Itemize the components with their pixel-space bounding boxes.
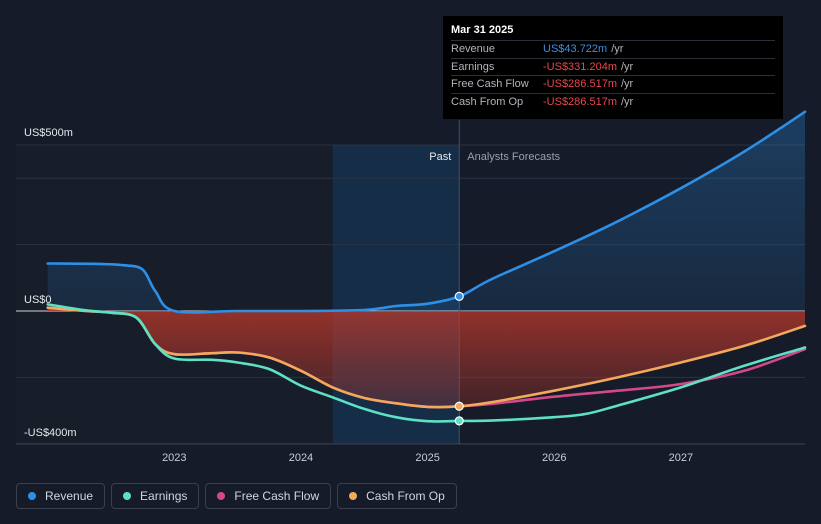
tooltip-value: US$43.722m (543, 43, 608, 56)
series-markers (454, 291, 464, 426)
x-tick-label: 2025 (415, 452, 439, 464)
legend-dot-icon (123, 492, 132, 500)
tooltip-unit: /yr (611, 43, 624, 56)
past-label: Past (429, 151, 451, 163)
revenue-marker (454, 291, 464, 301)
tooltip-date: Mar 31 2025 (451, 24, 514, 36)
y-tick-label: -US$400m (24, 427, 77, 439)
legend: Revenue Earnings Free Cash Flow Cash Fro… (16, 483, 457, 509)
tooltip-row-earnings: Earnings -US$331.204m /yr (451, 57, 775, 76)
revenue-area (47, 111, 805, 313)
legend-dot-icon (217, 492, 226, 500)
tooltip-unit: /yr (621, 78, 634, 91)
y-tick-label: US$500m (24, 127, 73, 139)
tooltip-value: -US$286.517m (543, 78, 617, 91)
tooltip-row-cash-from-op: Cash From Op -US$286.517m /yr (451, 92, 775, 111)
tooltip-label: Revenue (451, 43, 496, 56)
forecast-label: Analysts Forecasts (467, 151, 560, 163)
tooltip-label: Cash From Op (451, 95, 524, 108)
legend-item-cash-from-op[interactable]: Cash From Op (337, 483, 457, 509)
tooltip: Mar 31 2025 Revenue US$43.722m /yr Earni… (443, 16, 783, 119)
x-tick-label: 2026 (542, 452, 566, 464)
axis-labels: US$500m US$0 -US$400m 2023 2024 2025 2026 2027 P… (24, 127, 693, 464)
legend-label: Revenue (45, 489, 94, 503)
tooltip-label: Free Cash Flow (451, 78, 529, 91)
legend-label: Earnings (140, 489, 188, 503)
revenue-line (46, 110, 807, 314)
legend-item-free-cash-flow[interactable]: Free Cash Flow (205, 483, 332, 509)
tooltip-unit: /yr (621, 60, 634, 73)
tooltip-value: -US$331.204m (543, 60, 617, 73)
legend-dot-icon (28, 492, 36, 500)
x-tick-label: 2027 (669, 452, 693, 464)
legend-dot-icon (349, 492, 358, 500)
x-tick-label: 2023 (162, 452, 186, 464)
legend-item-earnings[interactable]: Earnings (111, 483, 200, 509)
tooltip-unit: /yr (621, 95, 634, 108)
earnings-marker (454, 416, 464, 426)
series-lines (46, 110, 807, 423)
series-fills (47, 111, 805, 408)
x-tick-label: 2024 (289, 452, 313, 464)
cash-from-op-marker (454, 401, 464, 411)
tooltip-row-free-cash-flow: Free Cash Flow -US$286.517m /yr (451, 75, 775, 93)
tooltip-label: Earnings (451, 60, 495, 73)
legend-item-revenue[interactable]: Revenue (16, 483, 106, 509)
earnings-line (46, 303, 807, 423)
y-tick-label: US$0 (24, 294, 52, 306)
legend-label: Cash From Op (366, 489, 445, 503)
tooltip-value: -US$286.517m (543, 95, 617, 108)
legend-label: Free Cash Flow (234, 489, 320, 503)
cash-from-op-area (47, 307, 805, 408)
tooltip-row-revenue: Revenue US$43.722m /yr (451, 40, 775, 58)
